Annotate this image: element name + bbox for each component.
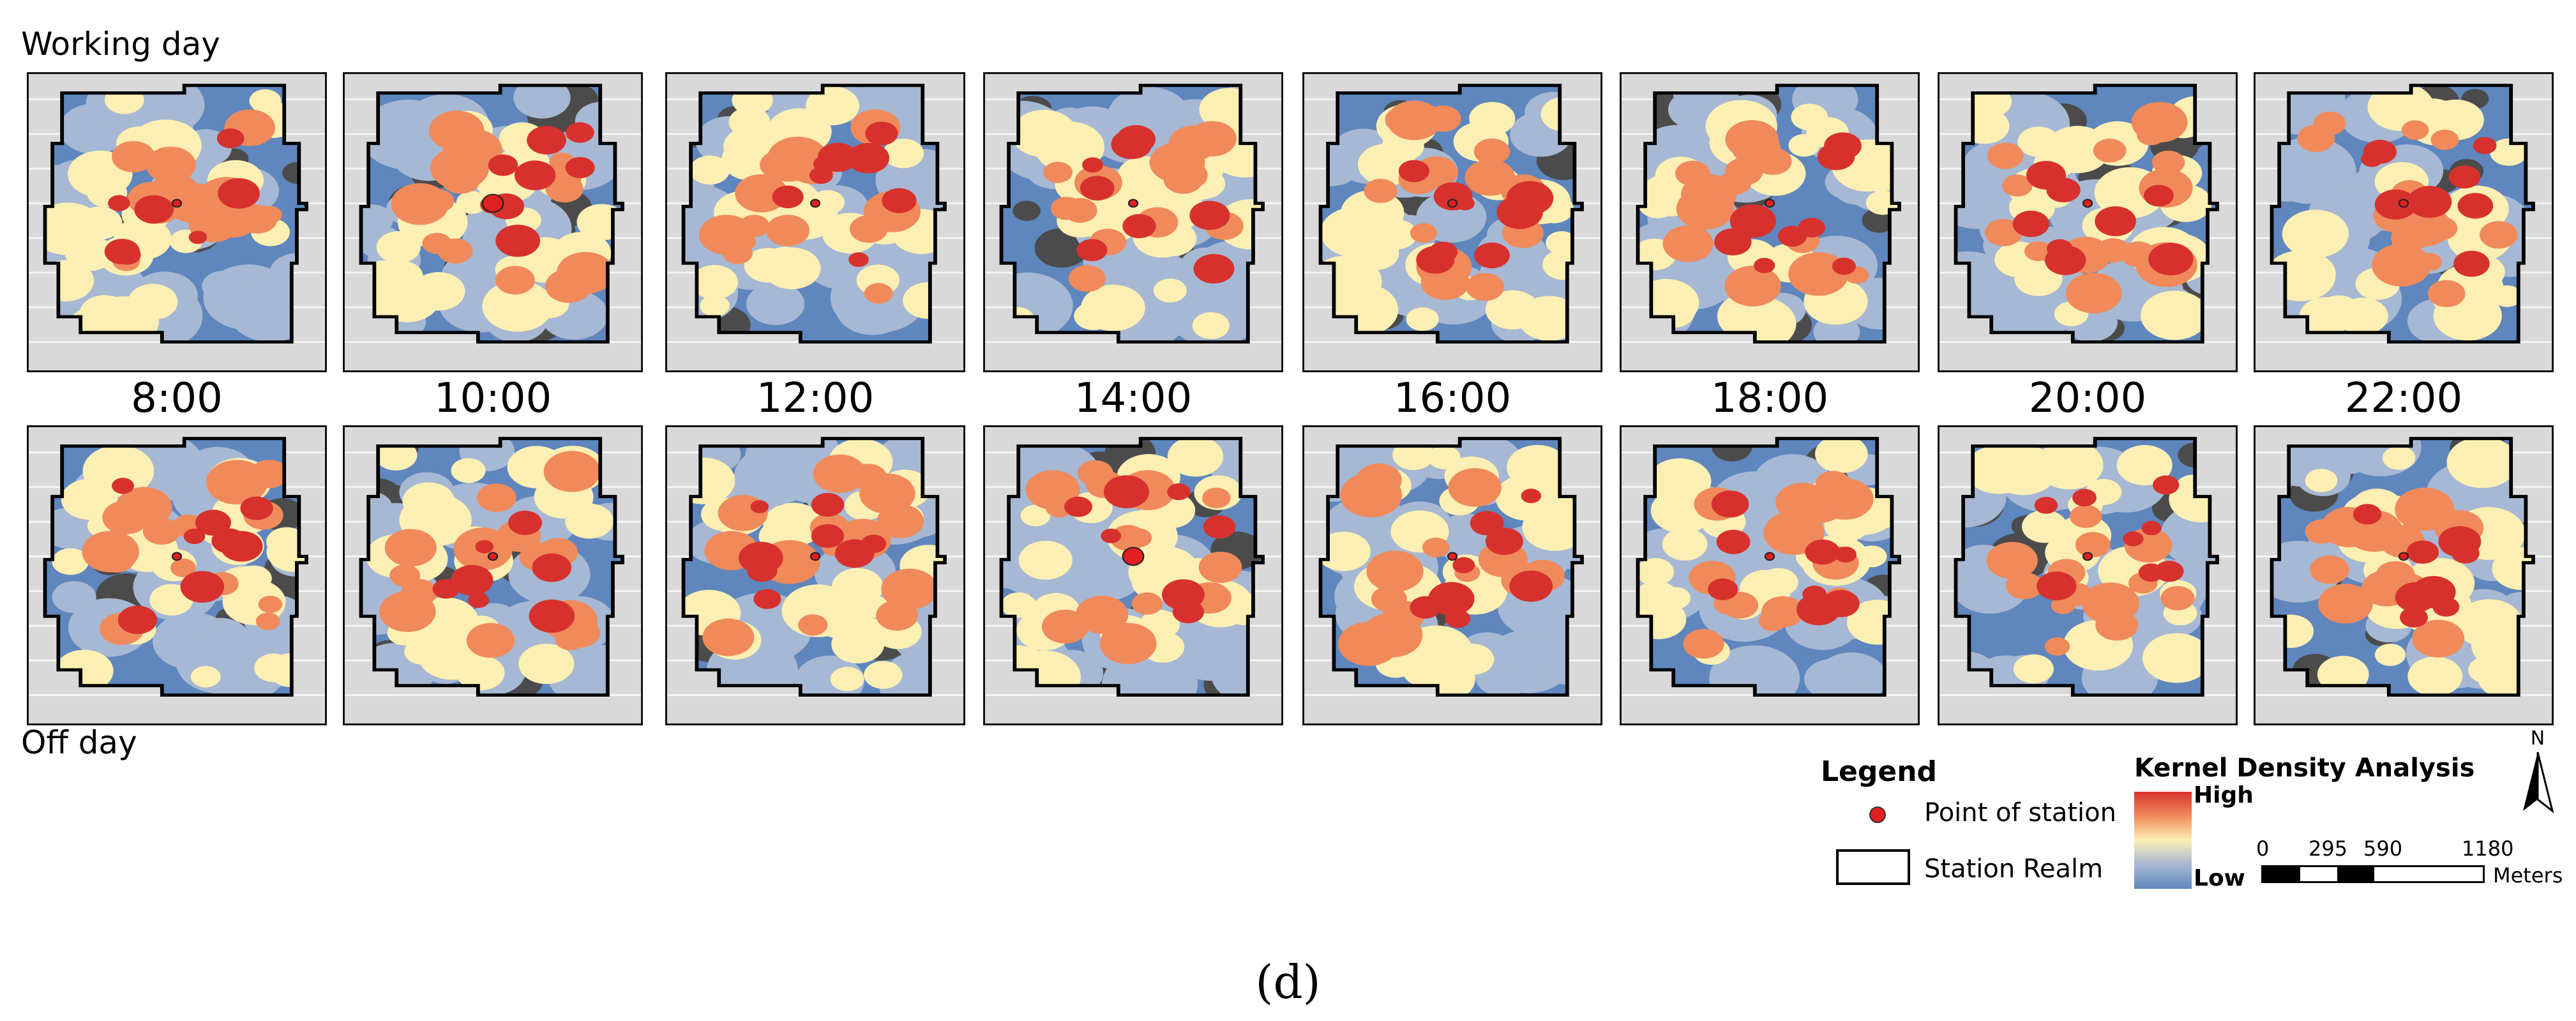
- density-map-panel: [343, 72, 643, 372]
- time-label-16: 16:00: [1393, 375, 1512, 422]
- kernel-density-high-label: High: [2194, 782, 2254, 808]
- time-label-20: 20:00: [2028, 375, 2147, 422]
- density-map-panel: [2254, 425, 2554, 725]
- figure-caption: (d): [1255, 955, 1321, 1009]
- density-map-panel: [1620, 425, 1920, 725]
- station-point-marker: [2082, 199, 2093, 208]
- density-map-panel: [1938, 72, 2238, 372]
- time-label-8: 8:00: [131, 375, 223, 422]
- kernel-density-low-label: Low: [2194, 865, 2245, 891]
- station-point-marker: [481, 193, 504, 213]
- scale-bar: [2261, 865, 2485, 883]
- density-map-panel: [1938, 425, 2238, 725]
- off-day-label: Off day: [21, 724, 137, 761]
- station-point-marker: [171, 552, 183, 561]
- density-map-panel: [983, 425, 1283, 725]
- station-point-marker: [487, 552, 499, 561]
- time-label-10: 10:00: [433, 375, 552, 422]
- north-arrow-icon: N: [2523, 728, 2554, 813]
- station-point-marker: [1122, 547, 1145, 566]
- station-point-marker: [1447, 199, 1458, 208]
- station-point-marker: [1127, 199, 1139, 208]
- scale-tick-295: 295: [2309, 836, 2348, 861]
- station-point-marker: [2398, 199, 2409, 208]
- station-point-marker: [1764, 552, 1775, 561]
- density-map-panel: [1620, 72, 1920, 372]
- legend-realm-label: Station Realm: [1924, 854, 2104, 884]
- north-label: N: [2531, 728, 2545, 750]
- density-map-panel: [983, 72, 1283, 372]
- density-map-panel: [343, 425, 643, 725]
- kernel-density-title: Kernel Density Analysis: [2134, 753, 2475, 783]
- density-map-panel: [665, 425, 965, 725]
- station-realm-swatch: [1836, 849, 1910, 885]
- station-point-marker: [810, 199, 821, 208]
- kernel-density-color-ramp: [2134, 792, 2192, 889]
- legend-title: Legend: [1821, 755, 1938, 788]
- station-point-marker: [1764, 199, 1775, 208]
- working-day-label: Working day: [21, 26, 220, 63]
- time-label-12: 12:00: [756, 375, 875, 422]
- scale-tick-0: 0: [2256, 836, 2270, 861]
- station-point-marker: [171, 199, 183, 208]
- station-point-marker: [810, 552, 821, 561]
- density-map-panel: [665, 72, 965, 372]
- density-map-panel: [27, 425, 327, 725]
- time-label-22: 22:00: [2344, 375, 2463, 422]
- time-label-14: 14:00: [1074, 375, 1193, 422]
- scale-unit-label: Meters: [2493, 863, 2563, 888]
- density-map-panel: [1302, 425, 1602, 725]
- density-map-panel: [1302, 72, 1602, 372]
- legend-point-label: Point of station: [1924, 798, 2116, 828]
- station-point-marker: [2398, 552, 2409, 561]
- scale-tick-1180: 1180: [2462, 836, 2514, 861]
- station-point-marker: [1447, 552, 1458, 561]
- density-map-panel: [27, 72, 327, 372]
- station-point-marker: [2082, 552, 2093, 561]
- station-point-icon: [1869, 806, 1886, 823]
- density-map-panel: [2254, 72, 2554, 372]
- time-label-18: 18:00: [1710, 375, 1829, 422]
- scale-tick-590: 590: [2363, 836, 2403, 861]
